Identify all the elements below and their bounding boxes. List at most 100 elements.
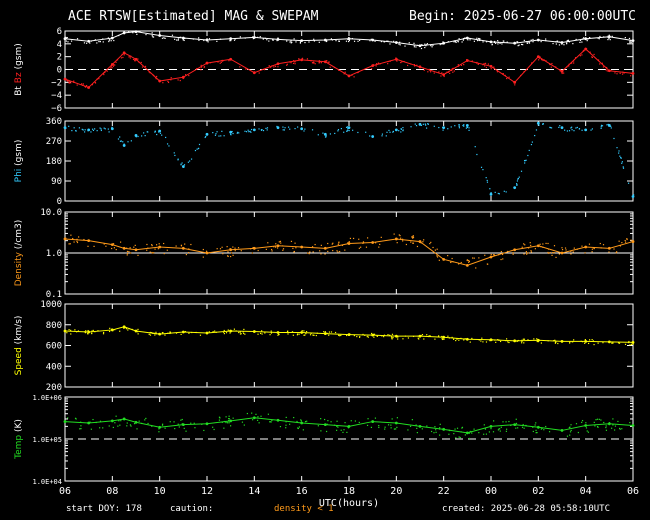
texture-point [183, 39, 185, 42]
texture-point [591, 128, 593, 130]
texture-point [405, 243, 407, 246]
texture-point [203, 429, 205, 432]
texture-point [597, 342, 599, 344]
texture-point [298, 333, 300, 335]
texture-point [504, 74, 506, 77]
texture-point [298, 58, 300, 60]
texture-point [356, 335, 358, 338]
texture-point [96, 42, 98, 44]
texture-point [523, 39, 525, 41]
texture-point [505, 430, 507, 432]
texture-point [135, 136, 137, 138]
texture-point [309, 334, 312, 336]
texture-point [215, 331, 217, 333]
texture-point [92, 418, 94, 421]
texture-point [362, 333, 364, 336]
texture-point [365, 131, 367, 133]
y-tick-label: 1.0E+04 [32, 478, 62, 486]
texture-point [416, 245, 419, 248]
data-point [300, 39, 304, 43]
y-axis-label-part: (/cm3) [14, 220, 24, 252]
texture-point [479, 38, 481, 40]
texture-point [612, 424, 614, 426]
y-axis-label-part: Bz [14, 72, 24, 86]
data-point [134, 134, 138, 137]
texture-point [118, 34, 120, 37]
texture-point [171, 34, 174, 36]
texture-point [415, 46, 417, 48]
texture-point [602, 342, 604, 344]
texture-point [330, 331, 333, 333]
texture-point [391, 418, 393, 420]
texture-point [630, 239, 632, 241]
y-axis-label: Bt Bz (gsm) [14, 43, 24, 96]
texture-point [84, 129, 86, 131]
data-point [584, 37, 588, 41]
texture-point [541, 427, 543, 429]
texture-point [180, 333, 182, 336]
texture-point [600, 247, 602, 249]
texture-point [429, 335, 431, 337]
texture-point [231, 130, 233, 133]
x-tick-label: 18 [343, 486, 355, 497]
texture-point [503, 190, 505, 192]
texture-point [435, 429, 437, 431]
texture-point [82, 129, 84, 131]
texture-point [223, 331, 225, 333]
texture-point [357, 131, 359, 134]
texture-point [600, 124, 603, 126]
texture-point [402, 338, 404, 340]
texture-point [225, 332, 228, 334]
texture-point [250, 248, 252, 250]
texture-point [607, 35, 609, 37]
caution-label: caution: [170, 504, 214, 514]
texture-point [582, 50, 584, 52]
texture-point [347, 426, 349, 428]
texture-point [463, 64, 465, 66]
texture-point [174, 154, 176, 157]
texture-point [293, 38, 295, 40]
texture-point [606, 70, 608, 72]
texture-point [602, 66, 605, 68]
texture-point [407, 337, 410, 339]
texture-point [353, 334, 355, 337]
texture-point [373, 336, 375, 338]
texture-point [508, 420, 510, 423]
texture-point [485, 341, 488, 343]
texture-point [162, 423, 164, 425]
texture-point [357, 40, 359, 42]
texture-point [586, 430, 588, 432]
texture-point [467, 36, 469, 39]
texture-point [413, 46, 415, 48]
texture-point [458, 124, 460, 126]
data-point [134, 57, 138, 61]
data-point [134, 248, 138, 252]
texture-point [78, 236, 80, 238]
y-tick-label: 1.0E+06 [32, 394, 62, 402]
texture-point [569, 434, 571, 436]
texture-point [540, 428, 542, 430]
texture-point [623, 72, 625, 74]
texture-point [502, 258, 504, 260]
texture-point [627, 182, 630, 184]
texture-point [291, 41, 293, 43]
texture-point [561, 43, 563, 45]
texture-point [192, 38, 194, 40]
y-axis-label-part: (K) [14, 419, 24, 435]
texture-point [114, 329, 116, 331]
texture-point [475, 267, 477, 269]
texture-point [81, 83, 83, 85]
texture-point [545, 38, 547, 40]
texture-point [212, 331, 214, 333]
texture-point [129, 57, 131, 59]
texture-point [311, 246, 314, 248]
texture-point [402, 130, 404, 132]
texture-point [290, 240, 293, 242]
texture-point [482, 64, 484, 66]
texture-point [489, 188, 491, 190]
texture-point [297, 427, 299, 430]
texture-point [549, 63, 551, 66]
texture-point [70, 234, 72, 236]
texture-point [84, 332, 87, 334]
texture-point [80, 428, 82, 430]
